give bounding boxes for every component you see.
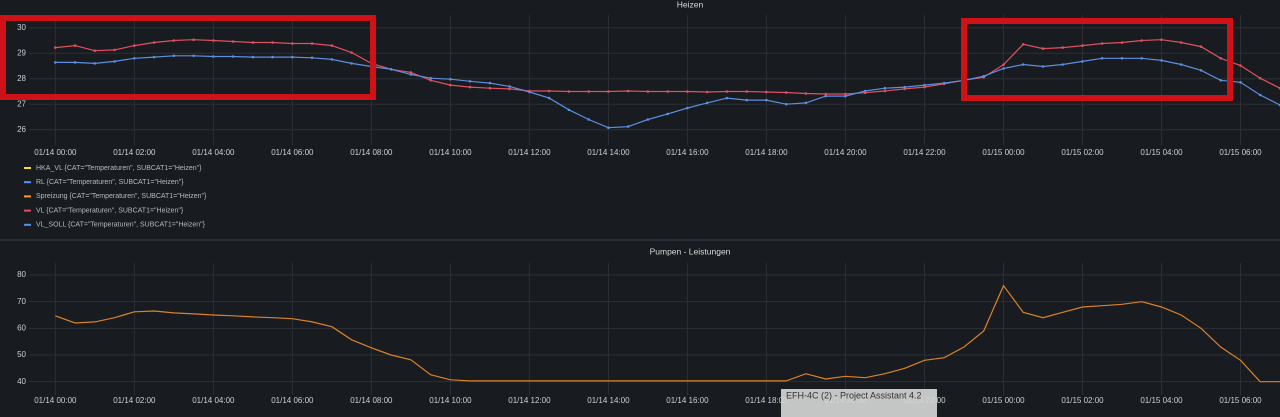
x-tick-label: 01/14 12:00 [508, 396, 551, 405]
x-tick-label: 01/14 14:00 [587, 396, 630, 405]
x-tick-label: 01/14 10:00 [429, 396, 472, 405]
y-tick-label: 28 [17, 74, 26, 83]
y-tick-label: 40 [17, 377, 26, 386]
chart-title: Pumpen - Leistungen [650, 246, 731, 256]
x-tick-label: 01/15 04:00 [1140, 396, 1183, 405]
x-tick-label: 01/14 20:00 [824, 148, 867, 157]
x-tick-label: 01/14 08:00 [350, 396, 393, 405]
x-tick-label: 01/14 14:00 [587, 148, 630, 157]
highlight-box [961, 18, 1233, 101]
y-tick-label: 50 [17, 350, 26, 359]
y-tick-label: 27 [17, 99, 26, 108]
legend-label: Spreizung {CAT="Temperaturen", SUBCAT1="… [36, 193, 207, 200]
y-tick-label: 29 [17, 48, 26, 57]
x-tick-label: 01/14 06:00 [271, 396, 314, 405]
x-tick-label: 01/15 06:00 [1219, 148, 1262, 157]
x-tick-label: 01/14 16:00 [666, 148, 709, 157]
legend-label: RL {CAT="Temperaturen", SUBCAT1="Heizen"… [36, 179, 184, 186]
y-tick-label: 26 [17, 125, 26, 134]
x-tick-label: 01/14 02:00 [113, 148, 156, 157]
chart-title: Heizen [677, 0, 704, 9]
panel-pumpen [0, 242, 1280, 417]
x-tick-label: 01/14 04:00 [192, 396, 235, 405]
legend-label: VL {CAT="Temperaturen", SUBCAT1="Heizen"… [36, 207, 184, 214]
x-tick-label: 01/14 00:00 [34, 396, 77, 405]
x-tick-label: 01/14 02:00 [113, 396, 156, 405]
x-tick-label: 01/15 02:00 [1061, 396, 1104, 405]
charts: Heizen 26 27 28 29 30 01/14 00:00 01/14 02:00 01… [17, 0, 1280, 405]
x-tick-label: 01/14 00:00 [34, 148, 77, 157]
series-line [54, 54, 1280, 129]
x-tick-label: 01/15 00:00 [982, 396, 1025, 405]
x-tick-label: 01/15 06:00 [1219, 396, 1262, 405]
y-tick-label: 30 [17, 23, 26, 32]
legend-label: HKA_VL {CAT="Temperaturen", SUBCAT1="Hei… [36, 165, 202, 172]
x-tick-label: 01/15 00:00 [982, 148, 1025, 157]
x-tick-label: 01/14 18:00 [745, 396, 788, 405]
x-tick-label: 01/15 02:00 [1061, 148, 1104, 157]
highlight-box [0, 15, 376, 100]
series-line [55, 284, 1280, 383]
x-tick-label: 01/14 22:00 [903, 148, 946, 157]
x-tick-label: 01/14 10:00 [429, 148, 472, 157]
y-tick-label: 70 [17, 297, 26, 306]
overlay-tooltip [781, 389, 937, 417]
x-tick-label: 01/14 16:00 [666, 396, 709, 405]
y-tick-label: 60 [17, 323, 26, 332]
x-tick-label: 01/14 08:00 [350, 148, 393, 157]
panel-heizen [0, 0, 1280, 238]
x-tick-label: 01/14 06:00 [271, 148, 314, 157]
legend-label: VL_SOLL {CAT="Temperaturen", SUBCAT1="He… [36, 222, 206, 229]
overlay-text: EFH-4C (2) - Project Assistant 4.2 [786, 390, 922, 400]
y-tick-label: 80 [17, 270, 26, 279]
x-tick-label: 01/14 04:00 [192, 148, 235, 157]
x-tick-label: 01/14 18:00 [745, 148, 788, 157]
x-tick-label: 01/14 12:00 [508, 148, 551, 157]
x-tick-label: 01/15 04:00 [1140, 148, 1183, 157]
